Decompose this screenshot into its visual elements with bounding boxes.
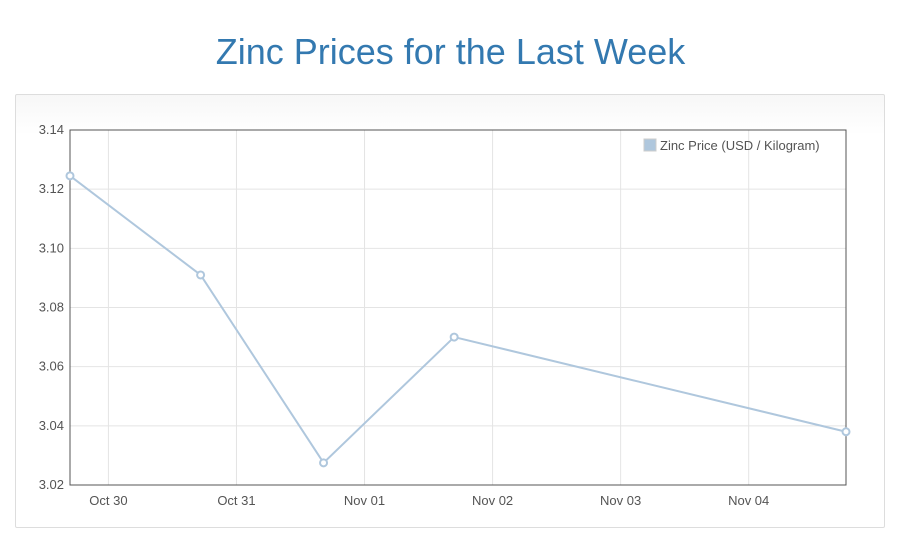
y-tick-label: 3.02: [39, 477, 64, 492]
plot-frame: [69, 129, 847, 486]
legend: Zinc Price (USD / Kilogram): [643, 138, 820, 153]
data-point[interactable]: [449, 332, 459, 342]
series-line: [69, 175, 847, 465]
y-tick-label: 3.10: [39, 240, 64, 255]
y-tick-label: 3.04: [39, 418, 64, 433]
x-tick-label: Nov 02: [472, 493, 513, 508]
grid-layer: [70, 129, 846, 486]
page-title: Zinc Prices for the Last Week: [215, 31, 686, 72]
x-tick-label: Oct 30: [89, 493, 127, 508]
y-tick-label: 3.08: [39, 300, 64, 315]
chart-panel: 3.02 3.04 3.06 3.08 3.10 3.12 3.14 Oct 30 Oct 31…: [15, 94, 885, 528]
x-tick-label: Nov 01: [344, 493, 385, 508]
series-layer: [65, 171, 851, 468]
x-tick-label: Oct 31: [217, 493, 255, 508]
x-tick-label: Nov 03: [600, 493, 641, 508]
legend-swatch: [643, 138, 657, 152]
y-tick-label: 3.14: [39, 122, 64, 137]
data-point[interactable]: [319, 458, 329, 468]
legend-label: Zinc Price (USD / Kilogram): [660, 138, 820, 153]
data-point[interactable]: [196, 270, 206, 280]
y-tick-label: 3.06: [39, 359, 64, 374]
line-chart: 3.02 3.04 3.06 3.08 3.10 3.12 3.14 Oct 30 Oct 31…: [39, 122, 851, 508]
y-tick-label: 3.12: [39, 181, 64, 196]
data-point[interactable]: [65, 171, 75, 181]
data-point[interactable]: [841, 427, 851, 437]
axis-layer: 3.02 3.04 3.06 3.08 3.10 3.12 3.14 Oct 30 Oct 31…: [39, 122, 847, 508]
x-tick-label: Nov 04: [728, 493, 769, 508]
